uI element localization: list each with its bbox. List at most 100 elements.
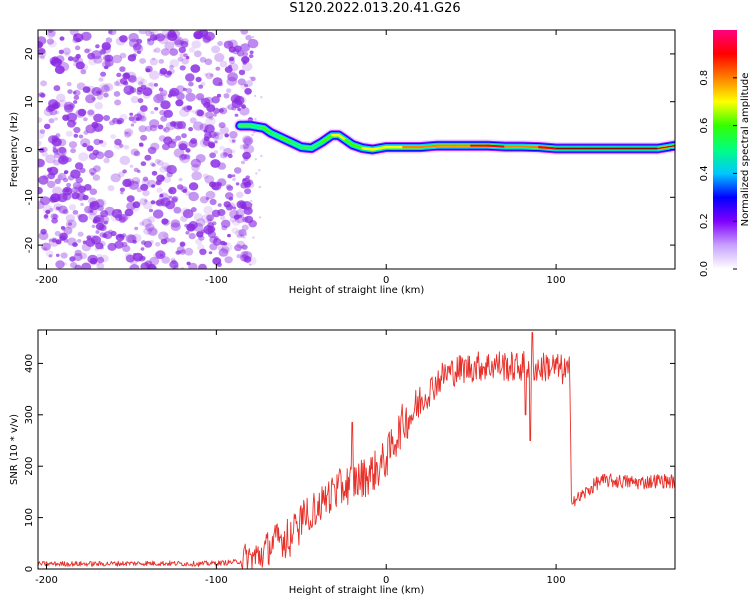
noise-blob bbox=[214, 140, 218, 144]
ridge-core-segment bbox=[262, 126, 272, 134]
noise-blob bbox=[61, 157, 66, 162]
noise-blob bbox=[41, 242, 51, 251]
noise-blob bbox=[150, 142, 160, 151]
noise-blob bbox=[245, 80, 254, 87]
noise-blob bbox=[224, 66, 233, 73]
noise-blob bbox=[110, 173, 121, 183]
noise-blob bbox=[199, 123, 209, 132]
noise-blob bbox=[114, 240, 124, 249]
noise-blob bbox=[151, 163, 156, 167]
noise-blob bbox=[168, 68, 175, 75]
noise-blob bbox=[167, 32, 178, 41]
noise-blob bbox=[244, 188, 252, 195]
noise-blob bbox=[169, 59, 180, 68]
noise-blob bbox=[253, 94, 257, 98]
noise-blob bbox=[60, 226, 66, 230]
noise-blob bbox=[242, 216, 249, 223]
noise-blob bbox=[110, 134, 116, 140]
noise-blob bbox=[209, 236, 218, 244]
noise-blob bbox=[226, 88, 232, 94]
noise-blob bbox=[59, 232, 68, 240]
noise-blob bbox=[65, 130, 73, 137]
noise-blob bbox=[188, 262, 198, 269]
noise-blob bbox=[227, 72, 239, 82]
noise-blob bbox=[133, 252, 137, 256]
noise-blob bbox=[110, 212, 121, 222]
noise-blob bbox=[88, 197, 97, 205]
noise-blob bbox=[126, 195, 135, 203]
noise-blob bbox=[175, 250, 181, 255]
noise-blob bbox=[213, 236, 219, 241]
noise-blob bbox=[229, 131, 238, 139]
noise-blob bbox=[89, 209, 94, 213]
noise-blob bbox=[234, 45, 242, 52]
noise-blob bbox=[218, 248, 229, 257]
noise-blob bbox=[39, 196, 51, 206]
noise-blob bbox=[51, 238, 57, 243]
noise-blob bbox=[205, 72, 214, 80]
noise-blob bbox=[45, 209, 51, 215]
noise-blob bbox=[119, 52, 127, 59]
noise-blob bbox=[48, 196, 53, 201]
noise-blob bbox=[192, 222, 204, 232]
noise-blob bbox=[73, 95, 80, 100]
noise-blob bbox=[236, 191, 244, 199]
noise-blob bbox=[99, 49, 106, 55]
noise-blob bbox=[195, 154, 206, 163]
noise-blob bbox=[103, 83, 114, 92]
noise-blob bbox=[136, 50, 142, 55]
noise-blob bbox=[188, 81, 194, 87]
noise-blob bbox=[137, 98, 144, 104]
noise-blob bbox=[65, 188, 70, 193]
noise-blob bbox=[184, 247, 194, 256]
noise-blob bbox=[40, 55, 45, 60]
noise-blob bbox=[107, 242, 117, 251]
noise-blob bbox=[160, 48, 170, 56]
noise-blob bbox=[104, 65, 109, 70]
noise-blob bbox=[119, 113, 128, 121]
noise-blob bbox=[108, 30, 113, 34]
ridge-core-segment bbox=[351, 143, 364, 150]
noise-blob bbox=[217, 162, 227, 170]
noise-blob bbox=[145, 125, 153, 132]
noise-blob bbox=[160, 176, 165, 180]
noise-blob bbox=[212, 77, 223, 86]
noise-blob bbox=[199, 56, 207, 63]
noise-blob bbox=[179, 40, 185, 45]
noise-blob bbox=[139, 221, 145, 226]
snr-xtick-label: 0 bbox=[383, 575, 389, 586]
noise-blob bbox=[100, 246, 105, 250]
noise-blob bbox=[232, 206, 237, 210]
noise-blob bbox=[139, 143, 144, 148]
noise-blob bbox=[227, 174, 233, 179]
noise-blob bbox=[242, 143, 249, 149]
ridge-core-segment bbox=[361, 147, 374, 151]
noise-blob bbox=[43, 247, 48, 251]
noise-blob bbox=[69, 256, 76, 262]
noise-blob bbox=[71, 192, 80, 200]
noise-blob bbox=[238, 214, 243, 219]
noise-blob bbox=[75, 53, 81, 59]
noise-blob bbox=[159, 253, 164, 257]
noise-blob bbox=[152, 49, 157, 53]
noise-blob bbox=[114, 99, 122, 106]
noise-blob bbox=[89, 188, 98, 195]
noise-blob bbox=[206, 214, 215, 222]
noise-blob bbox=[249, 76, 252, 79]
noise-blob bbox=[46, 167, 53, 173]
noise-blob bbox=[199, 196, 209, 204]
noise-blob bbox=[80, 202, 84, 206]
noise-blob bbox=[91, 126, 100, 133]
noise-blob bbox=[248, 220, 257, 228]
noise-blob bbox=[154, 158, 161, 164]
colorbar-tick-label: 0.2 bbox=[699, 213, 710, 229]
noise-blob bbox=[107, 185, 115, 192]
noise-blob bbox=[122, 178, 132, 188]
noise-blob bbox=[205, 190, 216, 200]
noise-blob bbox=[220, 240, 226, 246]
noise-blob bbox=[150, 31, 155, 35]
noise-blob bbox=[148, 82, 155, 87]
noise-blob bbox=[234, 244, 243, 252]
noise-blob bbox=[146, 264, 157, 269]
noise-blob bbox=[186, 105, 193, 111]
